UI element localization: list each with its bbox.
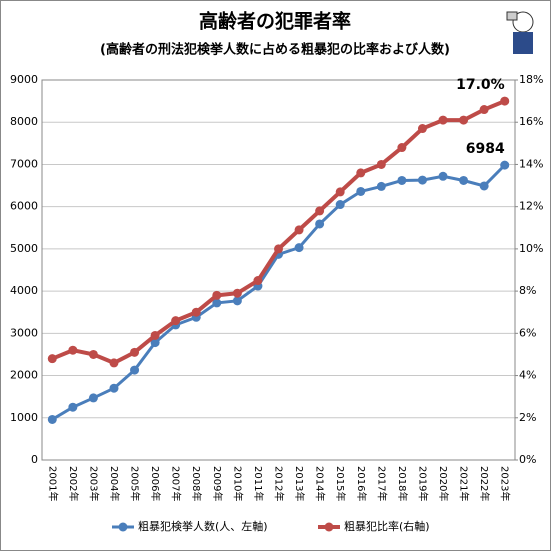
- data-point: [376, 181, 386, 191]
- y2-tick-label: 2%: [519, 411, 536, 424]
- data-point: [500, 96, 510, 106]
- chart-subtitle: (高齢者の刑法犯検挙人数に占める粗暴犯の比率および人数): [100, 42, 450, 58]
- data-point: [356, 168, 366, 178]
- data-point: [315, 206, 325, 216]
- y-tick-label: 1000: [10, 411, 38, 424]
- y-tick-label: 9000: [10, 73, 38, 86]
- x-tick-label: 2019年: [416, 466, 429, 501]
- data-point: [500, 160, 510, 170]
- plot-frame: [41, 79, 516, 461]
- y-tick-label: 0: [31, 453, 38, 466]
- y-tick-label: 8000: [10, 115, 38, 128]
- x-tick-label: 2012年: [273, 466, 286, 501]
- data-point: [397, 175, 407, 185]
- data-point: [232, 288, 242, 298]
- data-point: [438, 171, 448, 181]
- legend-marker: [118, 522, 128, 532]
- x-tick-label: 2003年: [87, 466, 100, 501]
- y2-tick-label: 4%: [519, 369, 536, 382]
- legend-marker: [324, 522, 334, 532]
- y2-tick-label: 18%: [519, 73, 543, 86]
- legend-label: 粗暴犯比率(右軸): [344, 519, 430, 533]
- mascot-icon: [506, 11, 534, 54]
- data-point: [68, 402, 78, 412]
- x-tick-label: 2022年: [478, 466, 491, 501]
- data-point: [88, 393, 98, 403]
- data-point: [356, 186, 366, 196]
- data-point: [130, 365, 140, 375]
- x-tick-label: 2004年: [108, 466, 121, 501]
- y2-tick-label: 6%: [519, 326, 536, 339]
- data-point: [479, 105, 489, 115]
- data-point: [274, 244, 283, 254]
- data-point: [459, 175, 469, 185]
- x-tick-label: 2010年: [231, 466, 244, 501]
- y2-tick-label: 8%: [519, 284, 536, 297]
- data-point: [47, 414, 57, 424]
- data-point: [191, 307, 201, 317]
- data-point: [417, 124, 427, 134]
- data-point: [294, 225, 304, 235]
- x-tick-label: 2009年: [211, 466, 224, 501]
- y-tick-label: 3000: [10, 326, 38, 339]
- data-point: [150, 338, 160, 348]
- y2-tick-label: 16%: [519, 115, 543, 128]
- data-point: [417, 175, 427, 185]
- y2-tick-label: 10%: [519, 242, 543, 255]
- data-point: [232, 296, 242, 306]
- legend-label: 粗暴犯検挙人数(人、左軸): [138, 519, 268, 533]
- y2-tick-label: 14%: [519, 157, 543, 170]
- data-point: [376, 159, 386, 169]
- x-tick-label: 2013年: [293, 466, 306, 501]
- data-point: [212, 290, 222, 300]
- data-point: [47, 354, 57, 364]
- data-point: [88, 349, 98, 359]
- y-tick-label: 5000: [10, 242, 38, 255]
- chart-title: 高齢者の犯罪者率: [199, 10, 351, 33]
- data-point: [479, 181, 489, 191]
- data-point: [335, 187, 345, 197]
- x-tick-label: 2020年: [437, 466, 450, 501]
- data-point: [459, 115, 469, 125]
- x-tick-label: 2023年: [499, 466, 512, 501]
- x-tick-label: 2015年: [334, 466, 347, 501]
- data-point: [335, 200, 345, 210]
- x-tick-label: 2016年: [355, 466, 368, 501]
- data-label: 6984: [466, 141, 505, 157]
- x-tick-label: 2017年: [375, 466, 388, 501]
- data-point: [315, 219, 325, 229]
- data-point: [397, 143, 407, 153]
- x-tick-label: 2002年: [67, 466, 80, 501]
- x-tick-label: 2014年: [314, 466, 327, 501]
- y2-tick-label: 12%: [519, 200, 543, 213]
- x-tick-label: 2005年: [129, 466, 142, 501]
- x-tick-label: 2021年: [458, 466, 471, 501]
- y-tick-label: 7000: [10, 157, 38, 170]
- x-tick-label: 2011年: [252, 466, 265, 501]
- data-point: [68, 345, 78, 355]
- data-point: [171, 316, 181, 326]
- data-point: [438, 115, 448, 125]
- data-point: [294, 243, 304, 253]
- y2-tick-label: 0%: [519, 453, 536, 466]
- data-label: 17.0%: [456, 77, 505, 93]
- data-point: [212, 298, 222, 308]
- data-point: [109, 383, 119, 393]
- x-tick-label: 2018年: [396, 466, 409, 501]
- x-tick-label: 2001年: [46, 466, 59, 501]
- data-point: [253, 276, 263, 286]
- x-tick-label: 2008年: [190, 466, 203, 501]
- x-tick-label: 2007年: [170, 466, 183, 501]
- data-point: [150, 330, 160, 340]
- x-tick-label: 2006年: [149, 466, 162, 501]
- data-point: [130, 347, 140, 357]
- y-tick-label: 4000: [10, 284, 38, 297]
- data-point: [109, 358, 119, 368]
- y-tick-label: 6000: [10, 200, 38, 213]
- y-tick-label: 2000: [10, 369, 38, 382]
